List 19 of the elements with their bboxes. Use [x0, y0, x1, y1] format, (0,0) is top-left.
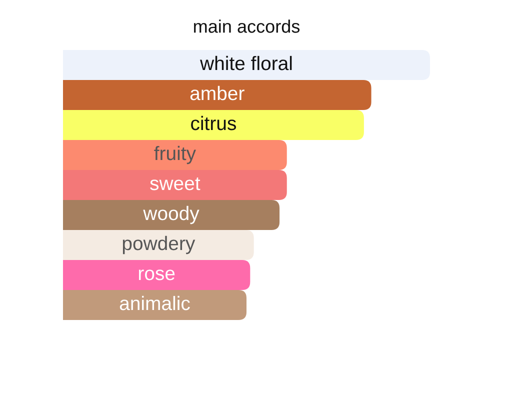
y-tick-label: sweet [150, 177, 200, 190]
y-tick-label: animalic [120, 296, 190, 310]
y-tick-label: citrus [191, 116, 236, 130]
y-tick-label: fruity [154, 146, 196, 164]
y-tick-label: amber [190, 86, 244, 100]
y-tick-label: powdery [122, 236, 196, 254]
bar [63, 80, 372, 110]
bar [63, 230, 254, 260]
chart-title: main accords [194, 20, 300, 33]
bar [63, 140, 287, 170]
bar [63, 50, 430, 80]
bar [63, 260, 250, 290]
bar [63, 290, 246, 320]
bar [63, 200, 280, 230]
y-tick-label: white floral [200, 56, 292, 70]
y-tick-label: rose [138, 270, 175, 280]
y-tick-label: woody [143, 206, 200, 224]
bar [63, 110, 364, 140]
bar [63, 170, 287, 200]
